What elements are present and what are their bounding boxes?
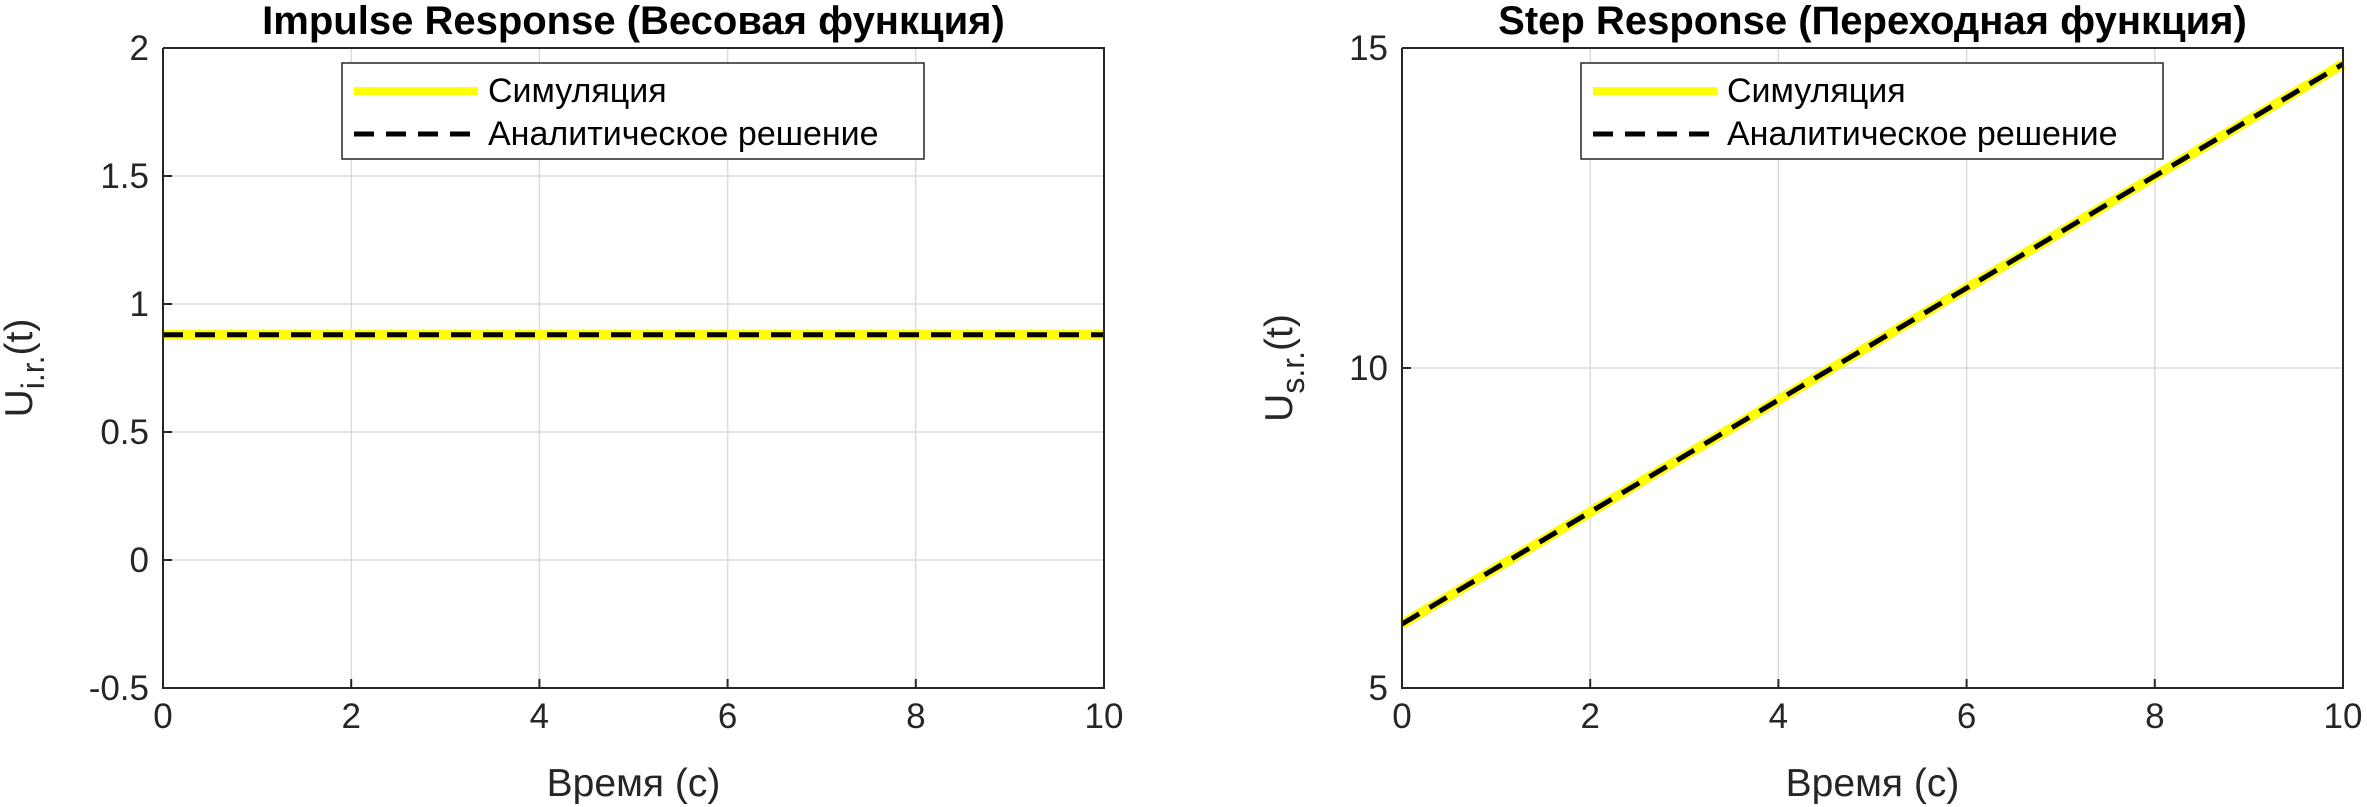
x-tick-label: 2: [1580, 697, 1599, 736]
x-axis-label: Время (с): [1786, 762, 1960, 805]
legend: Симуляция Аналитическое решение: [1580, 62, 2164, 160]
y-axis-label-sub: i.r.: [15, 355, 51, 389]
y-tick-label: 2: [130, 29, 149, 68]
y-tick-label: 0: [130, 541, 149, 580]
x-tick-label: 6: [1957, 697, 1976, 736]
x-axis-label: Время (с): [547, 762, 721, 805]
impulse-response-chart: 0 2 4 6 8 10 -0.500.511.52 Impulse Response (…: [0, 0, 1123, 805]
y-axis-label: Us.r.(t): [1258, 314, 1311, 422]
x-tick-label: 4: [530, 697, 549, 736]
y-tick-label: 15: [1349, 29, 1388, 68]
y-ticks: -0.5 0 0.5 1 1.5 2: [89, 29, 172, 708]
y-tick-label: 5: [1369, 669, 1388, 708]
legend-box: [1580, 62, 2164, 160]
x-tick-label: 0: [153, 697, 172, 736]
x-tick-label: 0: [1392, 697, 1411, 736]
legend-label-analytical: Аналитическое решение: [1727, 115, 2118, 153]
x-tick-label: 8: [2145, 697, 2164, 736]
y-ticks: 5 10 15: [1349, 29, 1411, 708]
legend-box: [341, 62, 925, 160]
y-tick-label: 1.5: [100, 157, 149, 196]
legend-label-analytical: Аналитическое решение: [488, 115, 879, 153]
series-lines: [1399, 59, 2346, 629]
y-axis-label-suffix: (t): [1258, 314, 1301, 351]
chart-title: Impulse Response (Весовая функция): [262, 0, 1005, 43]
y-tick-label: 1: [130, 285, 149, 324]
chart-title: Step Response (Переходная функция): [1498, 0, 2247, 43]
y-axis-label-main: U: [0, 389, 41, 417]
y-axis-label: Ui.r.(t): [0, 319, 51, 418]
x-tick-label: 4: [1769, 697, 1788, 736]
x-tick-label: 10: [1085, 697, 1124, 736]
step-response-chart: 0 2 4 6 8 10 5 10 15 Step Response (Переходная …: [1258, 0, 2362, 805]
x-ticks: 0 2 4 6 8 10: [153, 679, 1123, 736]
legend-label-simulation: Симуляция: [1727, 72, 1906, 110]
y-axis-label-main: U: [1258, 394, 1301, 422]
y-tick-label: 10: [1349, 349, 1388, 388]
x-tick-label: 6: [718, 697, 737, 736]
x-tick-label: 10: [2324, 697, 2363, 736]
x-ticks: 0 2 4 6 8 10: [1392, 679, 2362, 736]
y-axis-label-sub: s.r.: [1275, 351, 1311, 394]
x-tick-label: 2: [341, 697, 360, 736]
x-tick-label: 8: [906, 697, 925, 736]
y-tick-label: 0.5: [100, 413, 149, 452]
y-axis-label-suffix: (t): [0, 319, 41, 356]
legend: Симуляция Аналитическое решение: [341, 62, 925, 160]
legend-label-simulation: Симуляция: [488, 72, 667, 110]
y-tick-label: -0.5: [89, 669, 149, 708]
analytical-solution-line: [1400, 61, 2345, 627]
